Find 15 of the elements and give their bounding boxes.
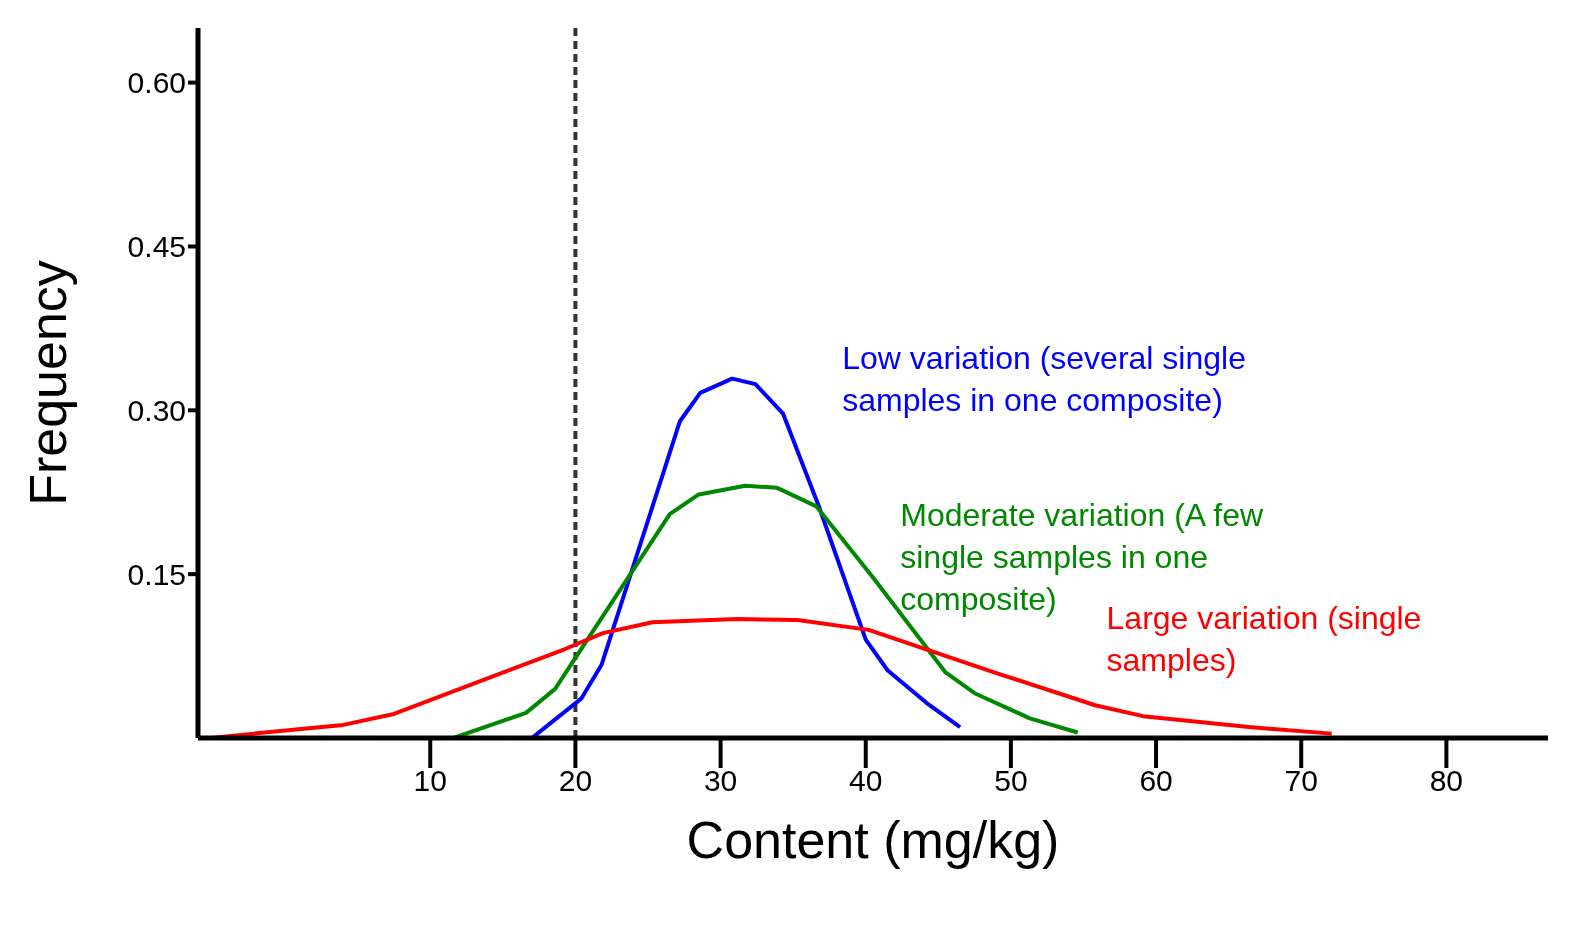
x-tick-label: 80 [1429,764,1464,798]
x-tick-label: 40 [849,764,883,798]
x-axis-title: Content (mg/kg) [686,811,1060,869]
x-tick-label: 70 [1284,764,1318,798]
x-tick-label: 30 [703,764,738,798]
y-tick-label: 0.45 [127,230,186,264]
y-axis-title: Frequency [19,260,78,506]
x-tick-label: 10 [413,764,447,798]
y-tick-label: 0.30 [127,393,186,427]
y-tick-label: 0.15 [127,557,186,591]
series-label: Low variation (several single samples in one composite) [842,339,1246,418]
y-tick-label: 0.60 [127,66,186,100]
x-tick-label: 20 [558,764,593,798]
x-tick-label: 60 [1139,764,1173,798]
x-tick-label: 50 [994,764,1028,798]
